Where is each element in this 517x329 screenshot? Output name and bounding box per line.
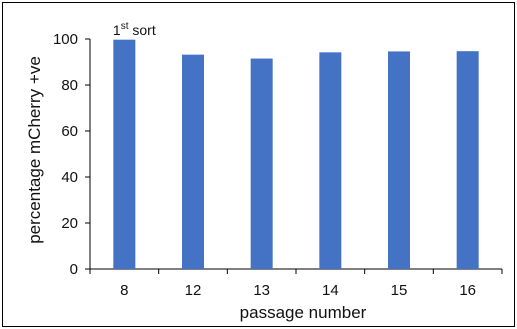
annotation-superscript: st <box>121 21 129 32</box>
x-tick-label: 14 <box>322 282 339 299</box>
plot-area: 0 20 40 60 80 100 8 12 13 14 15 16 1st sort <box>53 21 503 299</box>
y-tick-label: 60 <box>61 123 78 140</box>
y-tick-label: 100 <box>53 31 78 48</box>
y-tick-label: 80 <box>61 77 78 94</box>
y-tick-label: 40 <box>61 169 78 186</box>
x-tick-label: 15 <box>391 282 408 299</box>
x-tick-label: 13 <box>253 282 270 299</box>
bar <box>182 54 204 269</box>
bar <box>319 52 342 270</box>
bar-annotation: 1st sort <box>113 21 156 38</box>
y-tick-label: 0 <box>70 261 78 278</box>
bar <box>113 39 136 269</box>
x-tick-label: 16 <box>459 282 476 299</box>
annotation-suffix: sort <box>129 22 156 38</box>
annotation-main-text: 1 <box>113 22 121 38</box>
x-tick-label: 12 <box>185 282 202 299</box>
x-tick-label: 8 <box>120 282 128 299</box>
bar <box>250 58 273 269</box>
bar <box>456 51 479 269</box>
bar <box>388 51 410 269</box>
y-tick-label: 20 <box>61 215 78 232</box>
y-axis-title: percentage mCherry +ve <box>25 56 44 244</box>
x-axis-title: passage number <box>240 303 367 322</box>
